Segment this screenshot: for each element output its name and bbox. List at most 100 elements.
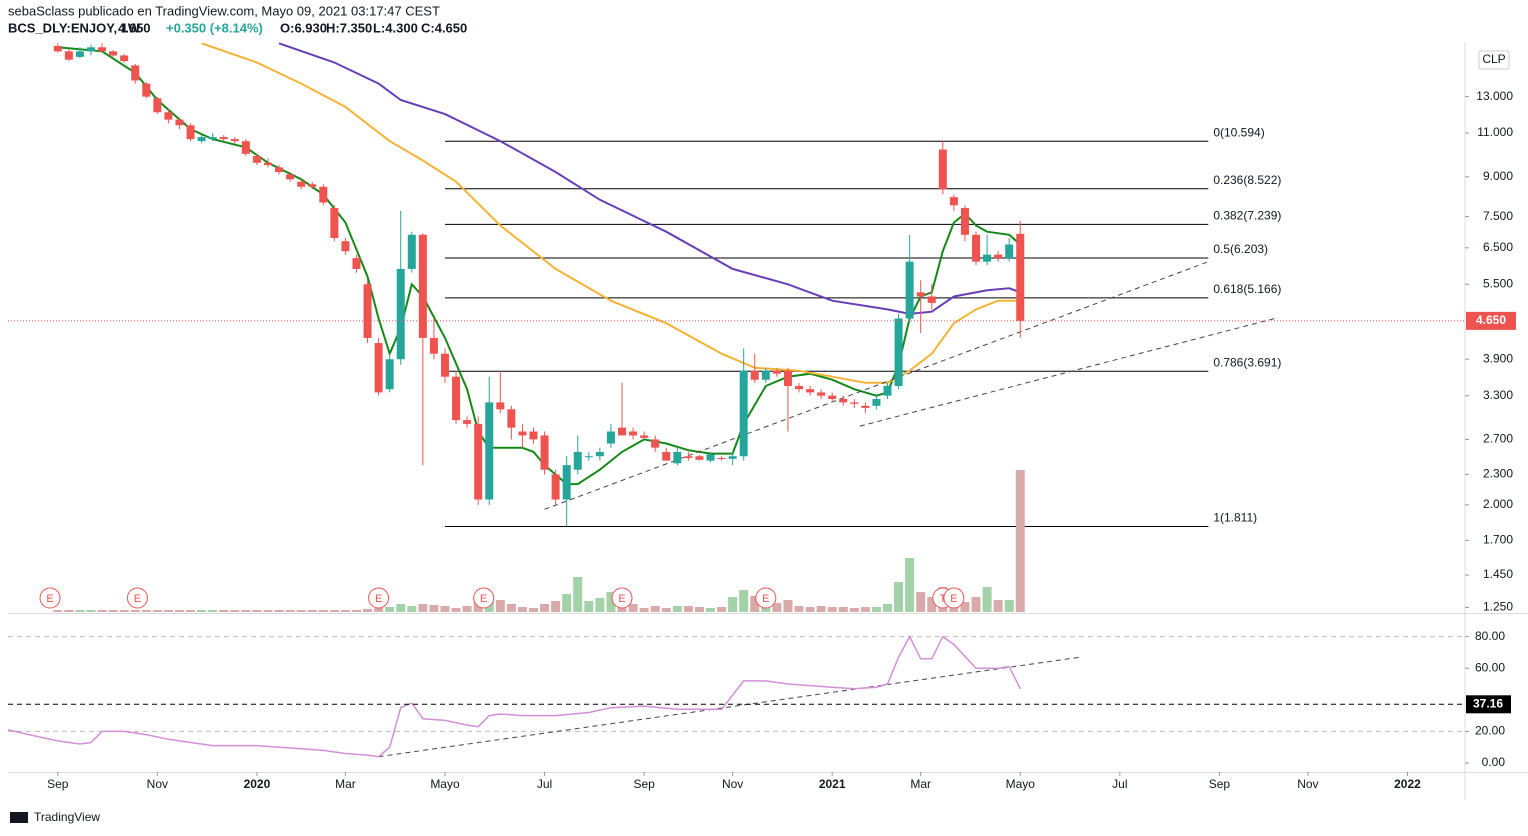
x-tick-label: 2022 <box>1394 777 1421 791</box>
y-tick-label: 80.00 <box>1475 629 1505 643</box>
candle-body <box>828 395 837 400</box>
candle-body <box>352 258 361 269</box>
volume-bar <box>717 607 727 612</box>
volume-bar <box>64 610 74 612</box>
candle-body <box>606 431 615 444</box>
candle-body <box>1005 244 1014 259</box>
price-change: +0.350 (+8.14%) <box>166 20 263 35</box>
candle-body <box>120 55 129 62</box>
footer-logo[interactable]: TradingView <box>10 810 100 824</box>
candle-body <box>186 125 195 140</box>
candle-body <box>573 451 582 470</box>
volume-bar <box>860 607 870 612</box>
volume-bar <box>517 607 527 612</box>
volume-bar <box>639 608 649 612</box>
volume-bar <box>462 606 472 612</box>
volume-bar <box>53 610 63 612</box>
y-tick-label: 2.300 <box>1483 467 1513 481</box>
volume-bar <box>329 610 339 612</box>
volume-bar <box>606 592 616 612</box>
y-tick-label: 2.000 <box>1483 497 1513 511</box>
y-tick-label: 6.500 <box>1483 240 1513 254</box>
volume-bar <box>506 604 516 612</box>
event-label: E <box>762 593 769 605</box>
y-tick-label: 2.700 <box>1483 432 1513 446</box>
candle-body <box>230 139 239 142</box>
currency-badge[interactable] <box>1478 50 1510 70</box>
candle-body <box>983 254 992 262</box>
publisher-line: sebaSclass publicado en TradingView.com,… <box>8 3 440 18</box>
candle-body <box>175 119 184 126</box>
x-tick-label: 2020 <box>244 777 271 791</box>
volume-bar <box>263 610 273 612</box>
event-label: E <box>618 593 625 605</box>
volume-bar <box>440 606 450 612</box>
volume-bar <box>838 607 848 612</box>
candle-body <box>440 353 449 377</box>
x-tick-label: Nov <box>1297 777 1318 791</box>
volume-bar <box>351 610 361 612</box>
candle-body <box>684 456 693 458</box>
candle-body <box>795 385 804 390</box>
candle-body <box>883 385 892 396</box>
event-label: E <box>46 593 53 605</box>
candle-body <box>850 402 859 404</box>
volume-bar <box>208 610 218 612</box>
ohlc-low: L:4.300 <box>373 20 418 35</box>
event-marker <box>611 587 633 609</box>
volume-bar <box>374 608 384 612</box>
candle-body <box>208 137 217 140</box>
x-tick-label: Nov <box>147 777 168 791</box>
volume-bar <box>672 606 682 612</box>
candle-body <box>429 337 438 354</box>
candle-body <box>474 423 483 500</box>
volume-bar <box>197 610 207 612</box>
volume-bar <box>528 608 538 612</box>
candle-body <box>64 51 73 60</box>
fib-label: 0(10.594) <box>1213 125 1264 139</box>
volume-bar <box>584 601 594 612</box>
candle-body <box>496 402 505 410</box>
fib-label: 0.236(8.522) <box>1213 173 1281 187</box>
candle-body <box>629 431 638 436</box>
volume-bar <box>982 587 992 612</box>
volume-bar <box>783 600 793 612</box>
candle-body <box>319 186 328 203</box>
y-tick-label: 9.000 <box>1483 169 1513 183</box>
y-tick-label: 1.450 <box>1483 567 1513 581</box>
candle-body <box>330 208 339 238</box>
candle-body <box>241 141 250 154</box>
event-marker <box>943 587 965 609</box>
volume-bar <box>739 590 749 612</box>
event-label: E <box>375 593 382 605</box>
event-label: E <box>950 593 957 605</box>
candle-body <box>739 370 748 457</box>
candle-body <box>219 137 228 140</box>
volume-bar <box>186 610 196 612</box>
x-tick-label: Sep <box>1209 777 1231 791</box>
volume-bar <box>573 577 583 612</box>
ohlc-open: O:6.930 <box>280 20 327 35</box>
candle-body <box>562 465 571 500</box>
volume-bar <box>141 610 151 612</box>
volume-bar <box>849 608 859 612</box>
candle-body <box>894 318 903 386</box>
candle-body <box>53 45 62 52</box>
volume-bar <box>340 610 350 612</box>
ohlc-high: H:7.350 <box>326 20 372 35</box>
volume-bar <box>1015 470 1025 612</box>
volume-bar <box>650 606 660 612</box>
volume-bar <box>805 607 815 612</box>
volume-bar <box>816 606 826 612</box>
event-label: E <box>134 593 141 605</box>
volume-bar <box>540 604 550 612</box>
x-tick-label: Mar <box>910 777 931 791</box>
x-tick-label: Mayo <box>430 777 460 791</box>
candle-body <box>861 405 870 408</box>
volume-bar <box>130 610 140 612</box>
event-label: E <box>480 593 487 605</box>
candle-body <box>418 234 427 338</box>
candle-body <box>673 451 682 464</box>
